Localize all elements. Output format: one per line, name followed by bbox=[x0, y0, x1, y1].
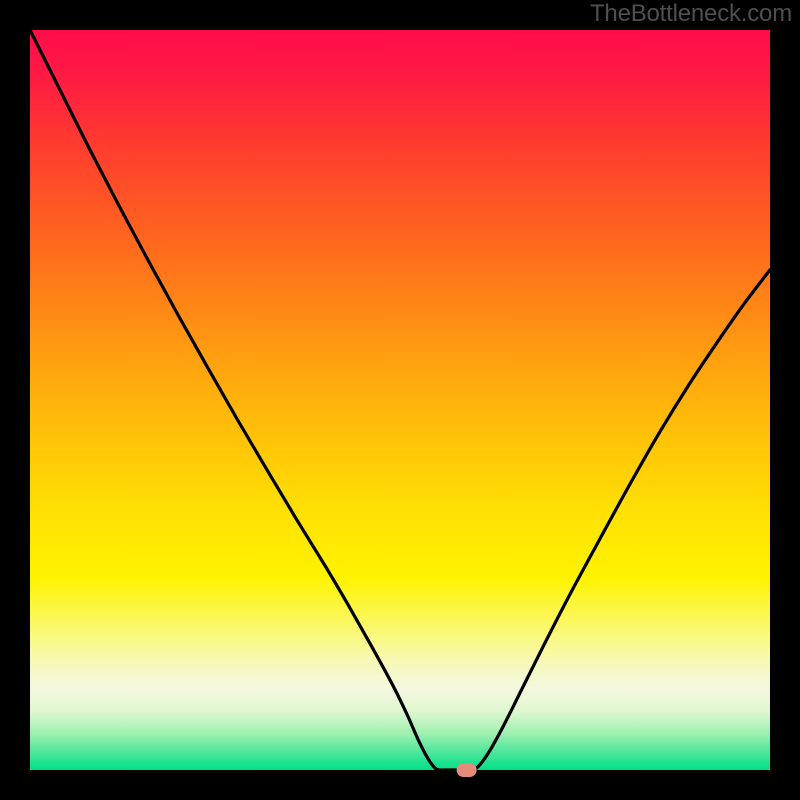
chart-container: TheBottleneck.com bbox=[0, 0, 800, 800]
watermark-label: TheBottleneck.com bbox=[590, 0, 792, 28]
bottleneck-chart bbox=[0, 0, 800, 800]
